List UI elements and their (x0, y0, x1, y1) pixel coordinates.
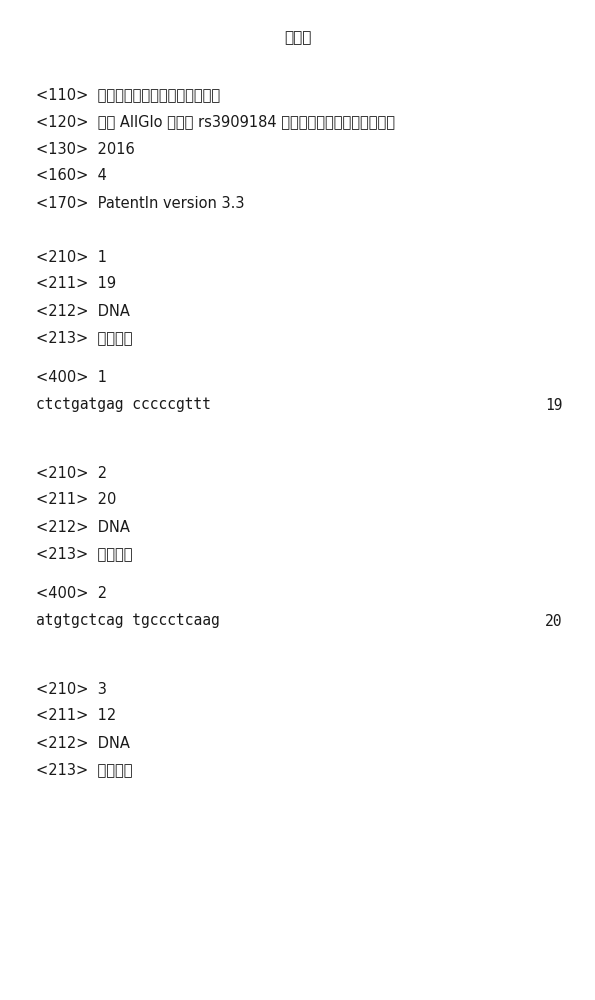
Text: 19: 19 (545, 397, 562, 412)
Text: <211>  19: <211> 19 (36, 276, 116, 292)
Text: 序列表: 序列表 (284, 30, 311, 45)
Text: <210>  2: <210> 2 (36, 466, 107, 481)
Text: <210>  1: <210> 1 (36, 249, 107, 264)
Text: 20: 20 (545, 613, 562, 629)
Text: <213>  人工序列: <213> 人工序列 (36, 330, 132, 346)
Text: <213>  人工序列: <213> 人工序列 (36, 546, 132, 562)
Text: <120>  基于 AllGlo 探针的 rs3909184 检测分型试剂盒及其分型方法: <120> 基于 AllGlo 探针的 rs3909184 检测分型试剂盒及其分… (36, 114, 394, 129)
Text: <212>  DNA: <212> DNA (36, 520, 130, 534)
Text: <400>  1: <400> 1 (36, 370, 107, 385)
Text: <160>  4: <160> 4 (36, 168, 107, 184)
Text: <211>  20: <211> 20 (36, 492, 116, 508)
Text: <212>  DNA: <212> DNA (36, 304, 130, 318)
Text: <110>  厦门大学附属中山医院；张忠英: <110> 厦门大学附属中山医院；张忠英 (36, 88, 220, 103)
Text: atgtgctcag tgccctcaag: atgtgctcag tgccctcaag (36, 613, 220, 629)
Text: ctctgatgag cccccgttt: ctctgatgag cccccgttt (36, 397, 211, 412)
Text: <211>  12: <211> 12 (36, 708, 116, 724)
Text: <210>  3: <210> 3 (36, 682, 107, 696)
Text: <213>  人工序列: <213> 人工序列 (36, 762, 132, 778)
Text: <130>  2016: <130> 2016 (36, 141, 134, 156)
Text: <400>  2: <400> 2 (36, 586, 107, 601)
Text: <170>  PatentIn version 3.3: <170> PatentIn version 3.3 (36, 196, 244, 211)
Text: <212>  DNA: <212> DNA (36, 736, 130, 750)
